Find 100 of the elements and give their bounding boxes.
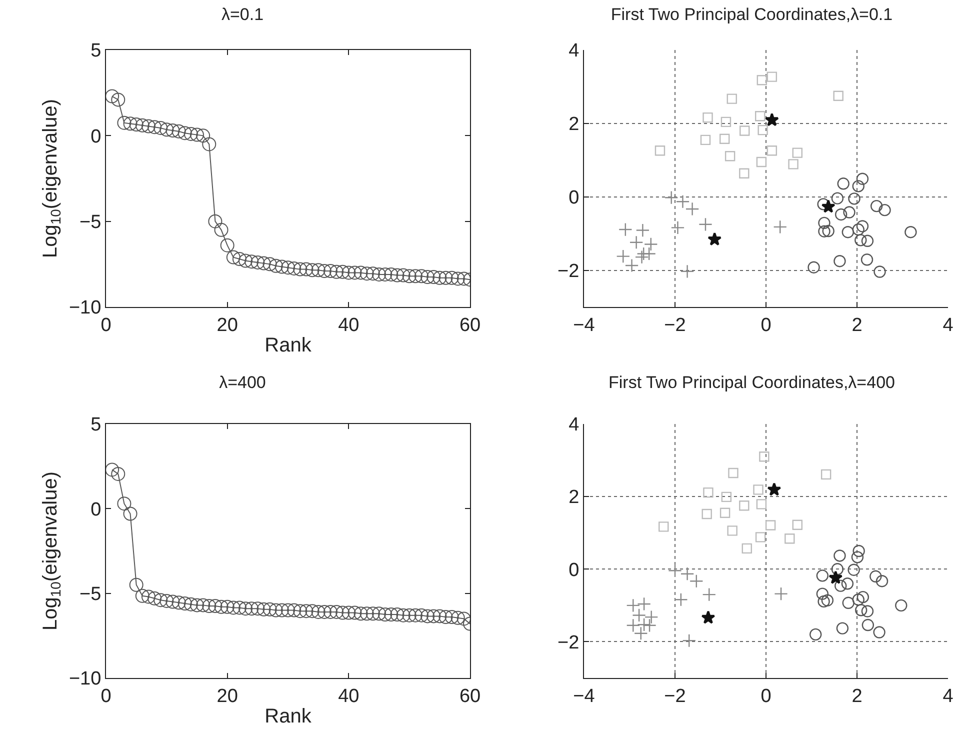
point xyxy=(123,506,138,521)
point xyxy=(172,124,186,138)
point xyxy=(354,266,368,280)
point xyxy=(154,120,168,135)
point xyxy=(629,235,644,250)
point xyxy=(372,267,386,282)
point xyxy=(808,261,820,274)
x-tick-label: 4 xyxy=(942,686,954,707)
x-tick-label: 40 xyxy=(338,314,360,336)
point xyxy=(293,604,308,618)
point xyxy=(702,508,712,520)
point xyxy=(700,134,711,146)
point xyxy=(402,608,416,622)
point xyxy=(870,200,883,212)
point xyxy=(274,260,289,274)
point xyxy=(342,266,356,280)
point xyxy=(644,610,658,624)
point xyxy=(874,266,886,278)
point xyxy=(214,222,228,237)
point xyxy=(378,608,392,622)
point xyxy=(244,602,259,616)
point xyxy=(342,606,356,620)
x-tick-label: 60 xyxy=(459,314,481,336)
point xyxy=(287,261,302,276)
point xyxy=(287,603,302,618)
point xyxy=(720,116,732,128)
point xyxy=(117,496,132,511)
point xyxy=(708,232,722,246)
point xyxy=(792,520,802,530)
point xyxy=(842,596,854,609)
y-tick-label: −2 xyxy=(558,260,580,282)
point xyxy=(148,120,162,134)
point xyxy=(360,266,374,281)
point xyxy=(384,267,398,282)
y-tick-label: −5 xyxy=(80,212,102,233)
point xyxy=(658,522,669,532)
point xyxy=(895,599,908,612)
point xyxy=(753,484,764,495)
x-tick-label: 2 xyxy=(852,686,862,707)
point xyxy=(166,594,180,609)
point xyxy=(336,606,350,620)
point xyxy=(870,570,882,582)
y-tick-label: 0 xyxy=(568,188,580,209)
point xyxy=(172,596,186,610)
point xyxy=(720,508,730,518)
point xyxy=(843,206,856,218)
point xyxy=(366,606,380,621)
y-tick-label: 5 xyxy=(90,414,102,436)
point xyxy=(305,604,320,618)
point xyxy=(408,608,422,622)
point xyxy=(111,92,126,107)
chart-title: First Two Principal Coordinates,λ=0.1 xyxy=(610,4,893,24)
point xyxy=(426,609,441,624)
point xyxy=(856,220,869,232)
point xyxy=(311,263,326,278)
point xyxy=(323,264,338,278)
point xyxy=(856,172,869,185)
point xyxy=(129,578,144,592)
point xyxy=(232,252,246,266)
point xyxy=(390,608,404,622)
point xyxy=(317,264,332,278)
point xyxy=(106,89,120,104)
point xyxy=(196,598,210,612)
y-tick-label: −10 xyxy=(68,298,102,319)
point xyxy=(792,148,802,158)
point xyxy=(438,610,453,624)
point xyxy=(262,602,277,616)
point xyxy=(740,126,750,136)
point xyxy=(450,272,465,286)
point xyxy=(766,146,778,156)
point xyxy=(616,249,630,264)
point xyxy=(842,226,854,238)
point xyxy=(816,588,829,600)
point xyxy=(396,268,410,282)
y-tick-label: 0 xyxy=(90,126,102,148)
point xyxy=(214,600,228,614)
point xyxy=(281,260,295,275)
point xyxy=(348,606,362,620)
point xyxy=(366,266,380,281)
point xyxy=(456,272,470,286)
point xyxy=(860,254,874,266)
point xyxy=(311,604,326,619)
point xyxy=(765,520,776,530)
point xyxy=(262,257,277,272)
point xyxy=(420,609,435,624)
point xyxy=(202,599,216,614)
point xyxy=(281,603,295,618)
point xyxy=(184,597,198,612)
point xyxy=(764,112,779,126)
point xyxy=(348,266,362,280)
x-tick-label: 4 xyxy=(942,314,954,336)
point xyxy=(822,224,834,238)
y-tick-label: −5 xyxy=(80,584,102,605)
point xyxy=(670,220,685,235)
point xyxy=(148,591,162,606)
point xyxy=(190,128,204,142)
x-tick-label: −2 xyxy=(664,686,686,707)
point xyxy=(680,264,694,278)
point xyxy=(299,604,314,618)
point xyxy=(117,116,132,130)
